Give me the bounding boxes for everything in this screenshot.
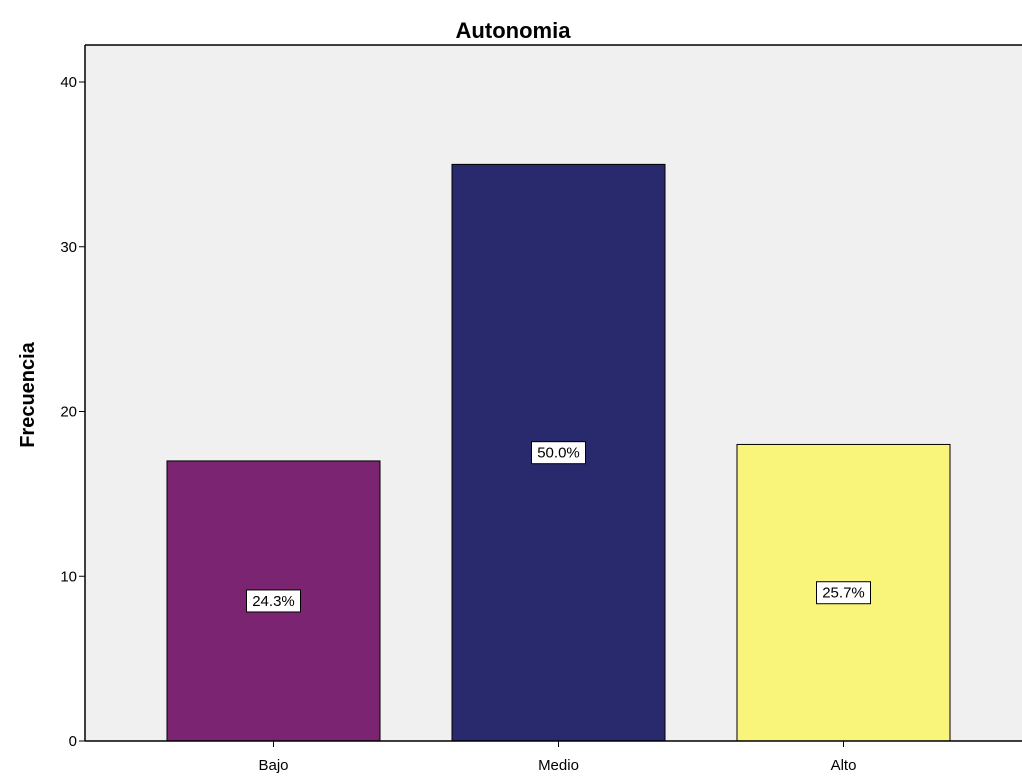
data-label-box (816, 581, 871, 605)
axes-layer: Bajo Medio Alto 0 10 20 30 40 (60, 44, 1022, 774)
y-tick-label: 40 (60, 74, 77, 91)
y-tick-label: 20 (60, 404, 77, 421)
x-tick-label: Bajo (258, 757, 288, 774)
x-tick-label: Medio (538, 757, 579, 774)
x-tick-label: Alto (831, 757, 857, 774)
data-label-box (246, 589, 301, 613)
chart-title: Autonomia (456, 18, 572, 43)
data-label-box (531, 441, 586, 465)
y-tick-label: 0 (69, 733, 77, 750)
data-label: 24.3% (252, 593, 295, 610)
y-tick-label: 10 (60, 568, 77, 585)
y-axis-label: Frecuencia (17, 341, 39, 447)
data-label: 25.7% (822, 585, 865, 602)
bars-layer: 24.3% 50.0% 25.7% (166, 163, 951, 742)
y-tick-label: 30 (60, 239, 77, 256)
data-label: 50.0% (537, 445, 580, 462)
